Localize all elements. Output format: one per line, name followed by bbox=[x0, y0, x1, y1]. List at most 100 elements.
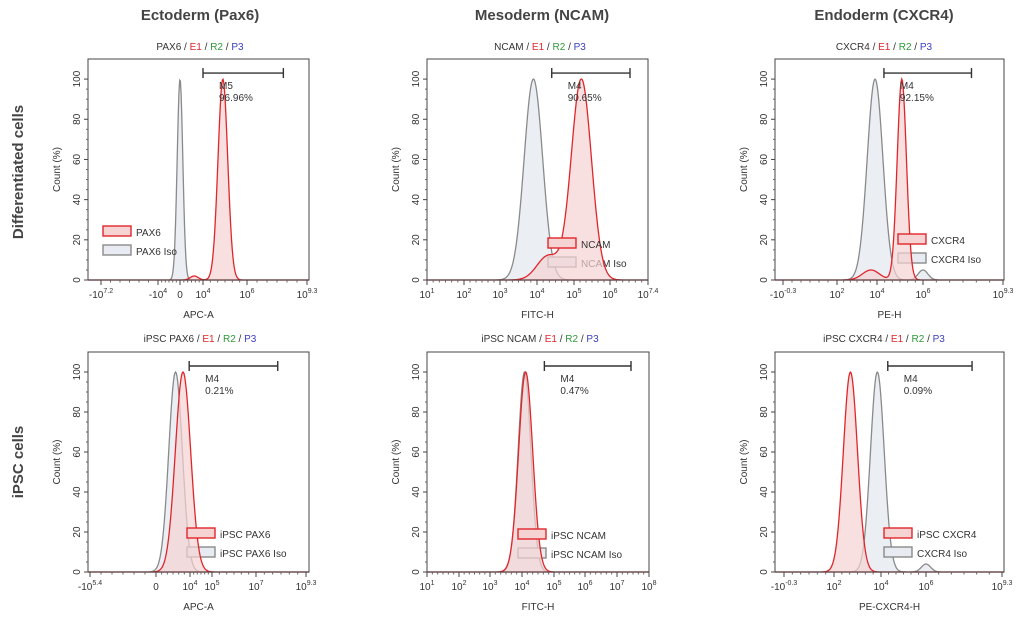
y-tick-label: 80 bbox=[411, 113, 422, 125]
x-tick-base: -10 bbox=[770, 290, 785, 301]
panel-title-part: / bbox=[870, 42, 878, 53]
x-tick-exponent: 4 bbox=[881, 288, 885, 295]
x-tick-base: -10 bbox=[149, 290, 164, 301]
y-tick-label: 80 bbox=[759, 113, 770, 125]
x-tick-exponent: 5.4 bbox=[92, 580, 102, 587]
y-tick-label: 100 bbox=[411, 70, 422, 87]
x-tick-exponent: 2 bbox=[463, 580, 467, 587]
x-tick-base: 10 bbox=[873, 582, 885, 593]
x-axis-label: PE-CXCR4-H bbox=[859, 602, 920, 613]
x-tick-exponent: 5 bbox=[558, 580, 562, 587]
legend-label: CXCR4 Iso bbox=[917, 549, 967, 560]
panel-title-part: R2 bbox=[912, 334, 925, 345]
x-tick-label: 104 bbox=[869, 288, 884, 301]
x-tick-label: 105 bbox=[546, 580, 561, 593]
x-tick-label: 101 bbox=[419, 288, 434, 301]
x-tick-base: 10 bbox=[638, 290, 650, 301]
x-tick-label: 104 bbox=[873, 580, 888, 593]
marker-percent: 96.96% bbox=[219, 93, 253, 104]
y-tick-label: 40 bbox=[411, 194, 422, 206]
x-tick-base: 10 bbox=[826, 582, 838, 593]
x-tick-label: -104 bbox=[149, 288, 167, 301]
x-tick-base: -10 bbox=[771, 582, 786, 593]
x-tick-exponent: 2 bbox=[838, 580, 842, 587]
panel-title-part: P3 bbox=[920, 42, 933, 53]
x-tick-label: 102 bbox=[826, 580, 841, 593]
x-tick-exponent: 4 bbox=[526, 580, 530, 587]
y-tick-label: 40 bbox=[411, 486, 422, 498]
panel-title-part: iPSC NCAM bbox=[481, 334, 536, 345]
x-tick-label: 102 bbox=[829, 288, 844, 301]
x-tick-base: 10 bbox=[297, 290, 309, 301]
panel-title-part: R2 bbox=[899, 42, 912, 53]
x-axis-label: FITC-H bbox=[521, 310, 554, 321]
y-tick-label: 60 bbox=[411, 446, 422, 458]
x-tick-exponent: 6 bbox=[589, 580, 593, 587]
panel-title-part: E1 bbox=[202, 334, 215, 345]
x-tick-label: 104 bbox=[195, 288, 210, 301]
x-tick-exponent: 5 bbox=[578, 288, 582, 295]
legend-label: PAX6 Iso bbox=[136, 247, 177, 258]
x-tick-base: 10 bbox=[829, 290, 841, 301]
panel-title-part: / bbox=[223, 42, 231, 53]
x-tick-base: 10 bbox=[492, 290, 504, 301]
x-tick-base: 10 bbox=[419, 582, 431, 593]
x-tick-exponent: 4 bbox=[194, 580, 198, 587]
x-axis-label: PE-H bbox=[878, 310, 902, 321]
y-axis-label: Count (%) bbox=[52, 147, 63, 192]
panel-title: iPSC CXCR4 / E1 / R2 / P3 bbox=[823, 334, 945, 345]
x-tick-label: 102 bbox=[456, 288, 471, 301]
panel-title-part: E1 bbox=[545, 334, 558, 345]
x-tick-label: 109.3 bbox=[992, 580, 1013, 593]
legend-label: iPSC NCAM Iso bbox=[551, 550, 623, 561]
legend-label: iPSC NCAM bbox=[551, 531, 606, 542]
x-tick-label: 106 bbox=[918, 580, 933, 593]
legend-label: iPSC PAX6 Iso bbox=[220, 549, 287, 560]
legend-swatch bbox=[883, 527, 913, 539]
y-axis-label: Count (%) bbox=[391, 147, 402, 192]
y-tick-label: 100 bbox=[759, 70, 770, 87]
panel-title-part: R2 bbox=[223, 334, 236, 345]
x-tick-base: 10 bbox=[296, 582, 308, 593]
x-tick-label: 108 bbox=[641, 580, 656, 593]
marker-name: M4 bbox=[900, 81, 914, 92]
legend-label: PAX6 bbox=[136, 228, 161, 239]
panel-title: PAX6 / E1 / R2 / P3 bbox=[156, 42, 244, 53]
x-tick-base: 10 bbox=[992, 582, 1004, 593]
legend-swatch bbox=[102, 225, 132, 237]
isotype-histogram bbox=[427, 78, 648, 281]
x-tick-base: 10 bbox=[482, 582, 494, 593]
y-tick-label: 20 bbox=[759, 234, 770, 246]
x-tick-label: 101 bbox=[419, 580, 434, 593]
x-tick-base: 10 bbox=[529, 290, 541, 301]
y-tick-label: 60 bbox=[411, 153, 422, 165]
x-tick-exponent: 6 bbox=[930, 580, 934, 587]
x-tick-label: 104 bbox=[182, 580, 197, 593]
y-tick-label: 0 bbox=[72, 569, 83, 575]
legend-label: iPSC PAX6 bbox=[220, 530, 271, 541]
marker-name: M4 bbox=[560, 374, 574, 385]
marker-name: M4 bbox=[904, 374, 918, 385]
panel-title: CXCR4 / E1 / R2 / P3 bbox=[836, 42, 933, 53]
x-tick-base: 10 bbox=[239, 290, 251, 301]
x-tick-label: 0 bbox=[177, 290, 183, 301]
y-tick-label: 0 bbox=[411, 277, 422, 283]
panel-title-part: CXCR4 bbox=[836, 42, 870, 53]
y-tick-label: 20 bbox=[759, 526, 770, 538]
x-tick-base: 10 bbox=[419, 290, 431, 301]
y-tick-label: 20 bbox=[411, 526, 422, 538]
panel-title-part: E1 bbox=[891, 334, 904, 345]
panel-title-part: P3 bbox=[231, 42, 244, 53]
x-tick-base: 10 bbox=[869, 290, 881, 301]
x-tick-base: 0 bbox=[153, 582, 159, 593]
legend-label: iPSC CXCR4 bbox=[917, 530, 977, 541]
histogram-panel: iPSC NCAM / E1 / R2 / P3 iPSC NCAM Iso iPS… bbox=[391, 334, 657, 613]
y-tick-label: 80 bbox=[72, 406, 83, 418]
marker-percent: 90.65% bbox=[568, 93, 602, 104]
y-tick-label: 40 bbox=[72, 486, 83, 498]
x-tick-label: 0 bbox=[153, 582, 159, 593]
x-tick-label: 106 bbox=[577, 580, 592, 593]
x-tick-exponent: 7.4 bbox=[649, 288, 659, 295]
x-tick-exponent: 8 bbox=[653, 580, 657, 587]
